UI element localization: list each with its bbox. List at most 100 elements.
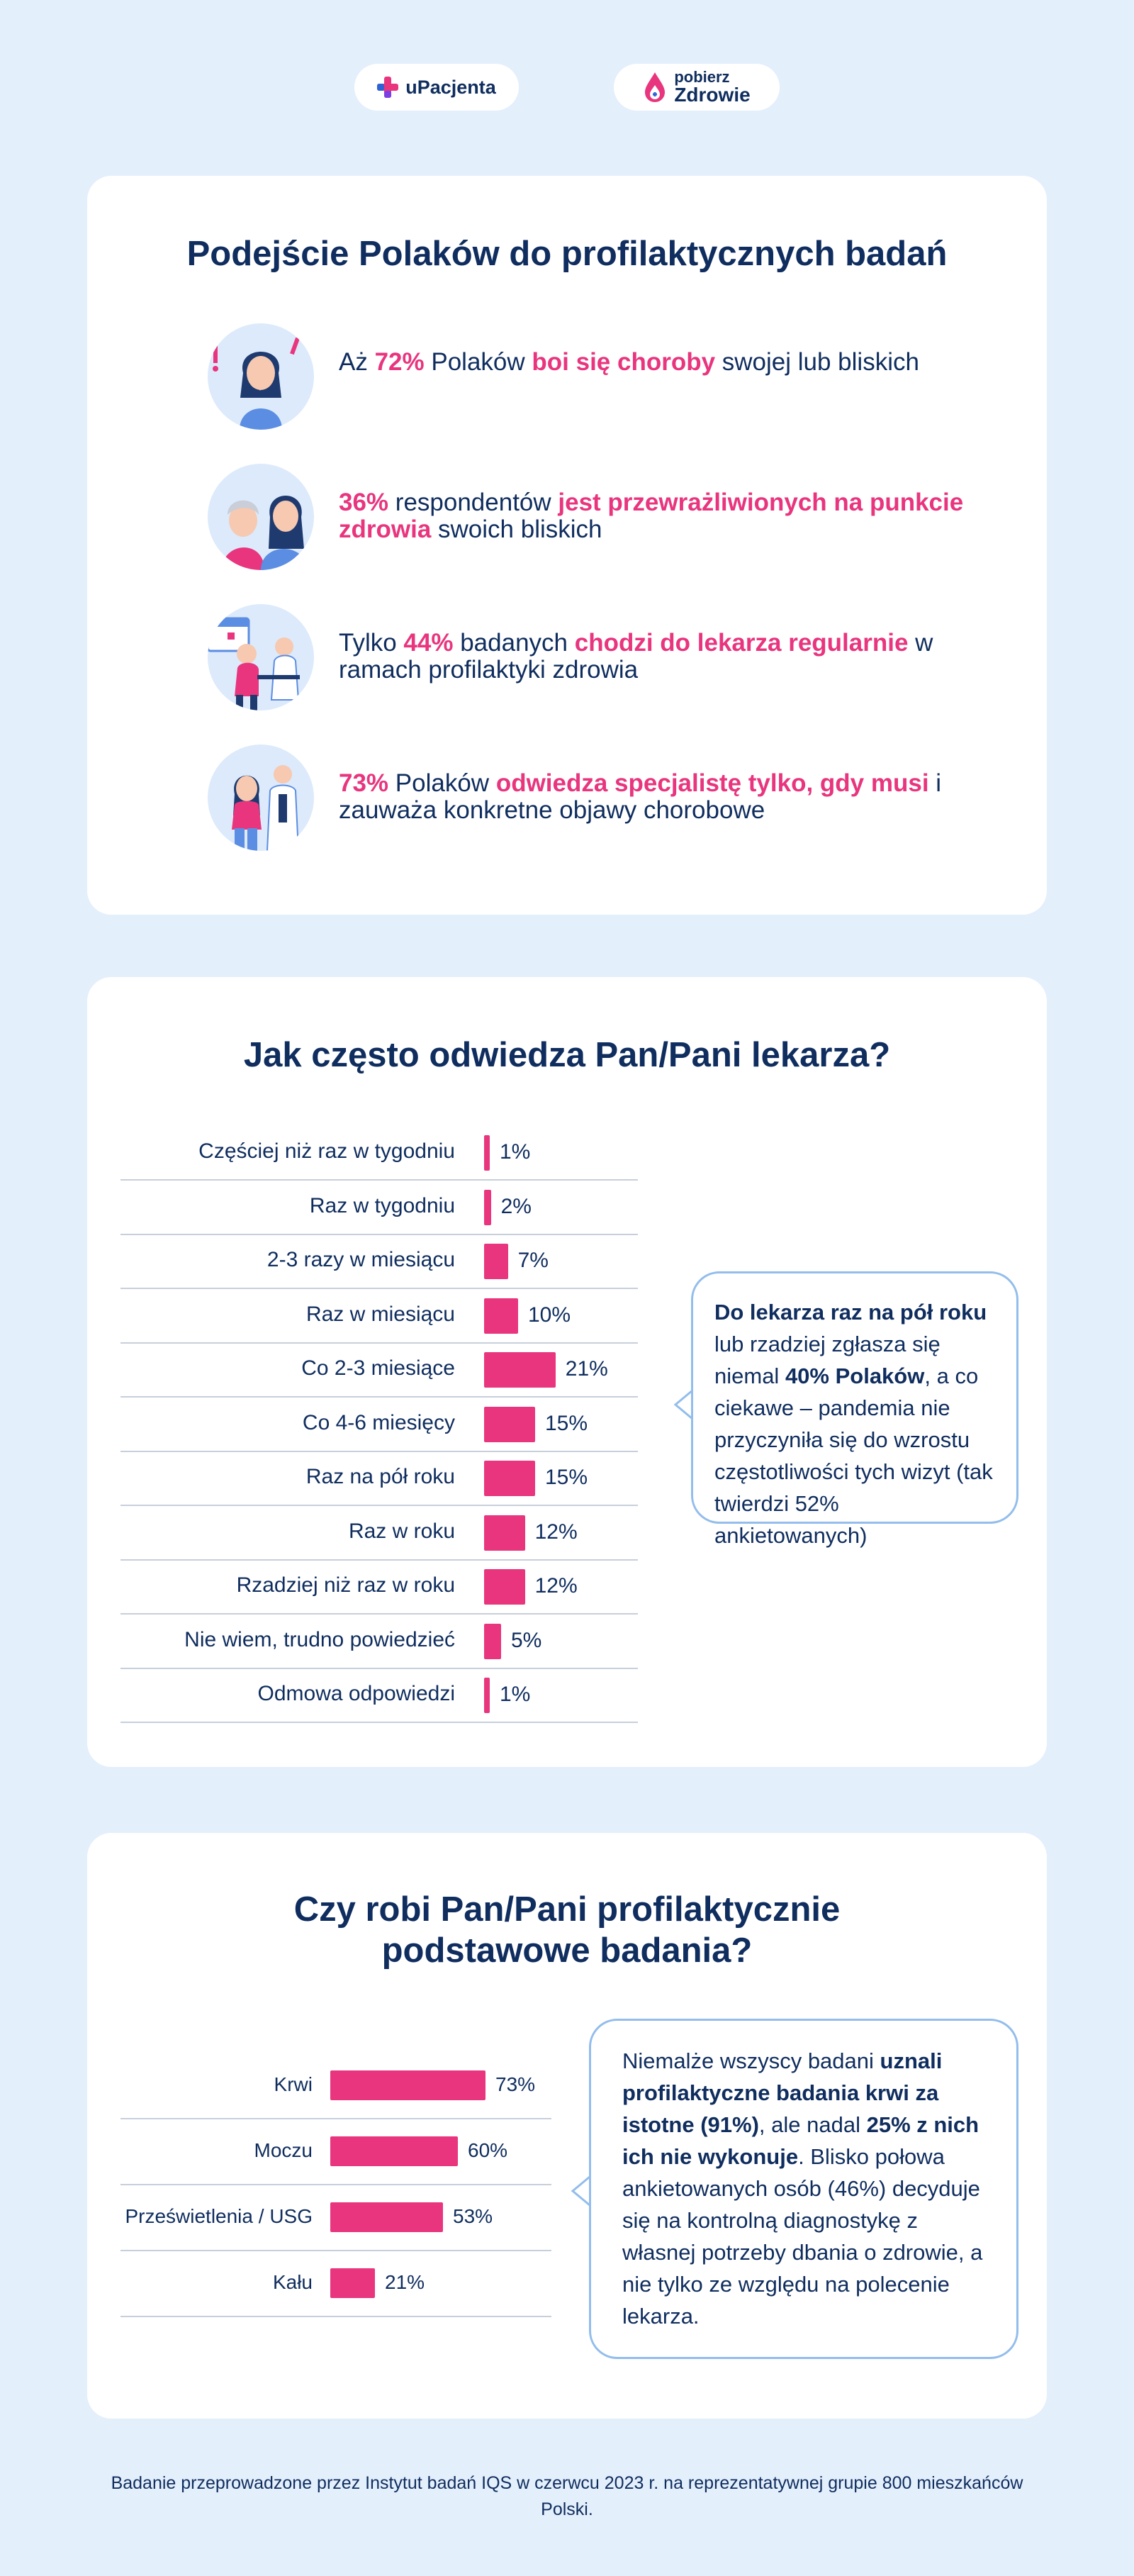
fact-text: Tylko 44% badanych chodzi do lekarza reg… bbox=[339, 630, 977, 684]
bar bbox=[484, 1515, 525, 1551]
bar bbox=[484, 1406, 535, 1442]
fact-text-part: Tylko bbox=[339, 629, 404, 657]
bar bbox=[484, 1678, 490, 1713]
fact-text: 36% respondentów jest przewrażliwionych … bbox=[339, 489, 977, 543]
category-label: Moczu bbox=[254, 2139, 313, 2161]
value-label: 21% bbox=[385, 2271, 425, 2294]
fact-text: 73% Polaków odwiedza specjalistę tylko, … bbox=[339, 770, 977, 824]
doctor-visit-icon bbox=[208, 604, 314, 710]
category-label: Częściej niż raz w tygodniu bbox=[198, 1139, 455, 1164]
upacjenta-logo-text: uPacjenta bbox=[405, 76, 496, 98]
highlight-text: chodzi do lekarza regularnie bbox=[574, 629, 909, 657]
row-divider bbox=[120, 1505, 638, 1507]
bar bbox=[330, 2268, 375, 2298]
bar bbox=[484, 1352, 556, 1388]
pobierz-zdrowie-logo: pobierz Zdrowie bbox=[614, 64, 780, 111]
prevention-tests-card: Czy robi Pan/Pani profilaktycznie podsta… bbox=[87, 1833, 1047, 2419]
value-label: 12% bbox=[534, 1520, 578, 1544]
value-label: 7% bbox=[517, 1249, 549, 1272]
bar bbox=[484, 1135, 490, 1171]
highlight-text: 36% bbox=[339, 489, 389, 516]
value-label: 60% bbox=[468, 2139, 508, 2162]
prevention-tests-chart: Krwi 73% Moczu 60% Prześwietlenia / USG 53% Ka… bbox=[87, 1833, 583, 2419]
row-divider bbox=[120, 1233, 638, 1235]
visit-frequency-card: Jak często odwiedza Pan/Pani lekarza? Cz… bbox=[87, 977, 1047, 1767]
visit-frequency-chart: Częściej niż raz w tygodniu 1% Raz w tygod… bbox=[87, 977, 654, 1767]
visit-frequency-title: Jak często odwiedza Pan/Pani lekarza? bbox=[243, 1036, 891, 1074]
value-label: 10% bbox=[528, 1303, 571, 1327]
fact-row: Aż 72% Polaków boi się choroby swojej lu… bbox=[208, 323, 987, 430]
attitudes-card: Podejście Polaków do profilaktycznych ba… bbox=[87, 176, 1047, 915]
row-divider bbox=[120, 1396, 638, 1398]
highlight-text: odwiedza specjalistę tylko, gdy musi bbox=[495, 769, 929, 797]
bold-text: Do lekarza raz na pół roku bbox=[714, 1300, 987, 1325]
category-label: Rzadziej niż raz w roku bbox=[236, 1573, 455, 1598]
bold-text: 25% z nich ich nie wykonuje bbox=[622, 2112, 979, 2169]
highlight-text: 72% bbox=[374, 348, 425, 376]
attitudes-title: Podejście Polaków do profilaktycznych ba… bbox=[186, 235, 948, 273]
highlight-text: 44% bbox=[403, 629, 454, 657]
row-divider bbox=[120, 1179, 638, 1181]
value-label: 5% bbox=[511, 1628, 542, 1652]
callout-text-part: , a co ciekawe – pandemia nie przyczynił… bbox=[714, 1364, 993, 1548]
fact-text-part: Polaków bbox=[424, 348, 532, 376]
value-label: 1% bbox=[500, 1140, 531, 1164]
category-label: Raz na pół roku bbox=[305, 1465, 455, 1489]
fact-text-part: Polaków bbox=[388, 769, 496, 797]
value-label: 15% bbox=[545, 1466, 588, 1489]
category-label: Co 4-6 miesięcy bbox=[302, 1410, 455, 1434]
value-label: 1% bbox=[500, 1683, 531, 1706]
category-label: Co 2-3 miesiące bbox=[301, 1356, 455, 1381]
bubble-pointer bbox=[571, 2172, 595, 2210]
fact-text-part: swojej lub bliskich bbox=[715, 348, 919, 376]
category-label: Raz w roku bbox=[348, 1519, 455, 1543]
fact-row: 36% respondentów jest przewrażliwionych … bbox=[208, 464, 987, 570]
patient-specialist-icon bbox=[208, 745, 314, 851]
row-divider bbox=[120, 2117, 551, 2119]
bar bbox=[484, 1298, 518, 1334]
category-label: Nie wiem, trudno powiedzieć bbox=[184, 1627, 455, 1651]
highlight-text: boi się choroby bbox=[532, 348, 716, 376]
value-label: 2% bbox=[500, 1194, 532, 1218]
fact-text: Aż 72% Polaków boi się choroby swojej lu… bbox=[339, 349, 977, 376]
row-divider bbox=[120, 1667, 638, 1669]
drop-icon bbox=[645, 72, 666, 102]
callout-text-part: . Blisko połowa ankietowanych osób (46%)… bbox=[622, 2144, 983, 2329]
callout-text-part: Niemalże wszyscy badani bbox=[622, 2048, 880, 2073]
upacjenta-logo: uPacjenta bbox=[354, 64, 519, 111]
fact-text-part: Aż bbox=[339, 348, 375, 376]
callout-text-part: lub rzadziej zgłasza się niemal bbox=[714, 1332, 941, 1388]
row-divider bbox=[120, 1559, 638, 1561]
category-label: Krwi bbox=[274, 2073, 313, 2095]
callout-text-part: , ale nadal bbox=[758, 2112, 867, 2137]
row-divider bbox=[120, 2315, 551, 2317]
row-divider bbox=[120, 1342, 638, 1344]
bold-text: uznali profilaktyczne badania krwi za is… bbox=[622, 2048, 943, 2137]
row-divider bbox=[120, 1722, 638, 1724]
fact-text-part: i zauważa konkretne objawy chorobowe bbox=[339, 769, 942, 824]
category-label: Kału bbox=[272, 2270, 313, 2293]
bar bbox=[484, 1569, 525, 1605]
fact-text-part: badanych bbox=[453, 629, 575, 657]
category-label: Odmowa odpowiedzi bbox=[257, 1682, 455, 1706]
row-divider bbox=[120, 1288, 638, 1290]
category-label: Raz w tygodniu bbox=[309, 1193, 455, 1217]
bar bbox=[330, 2136, 458, 2166]
value-label: 21% bbox=[565, 1357, 608, 1381]
category-label: 2-3 razy w miesiącu bbox=[266, 1248, 455, 1272]
value-label: 53% bbox=[453, 2205, 493, 2228]
value-label: 12% bbox=[534, 1574, 578, 1598]
bar bbox=[484, 1189, 491, 1225]
bar bbox=[330, 2070, 485, 2100]
row-divider bbox=[120, 2183, 551, 2185]
row-divider bbox=[120, 1450, 638, 1452]
bar bbox=[484, 1244, 508, 1279]
highlight-text: 73% bbox=[339, 769, 389, 797]
fact-row: Tylko 44% badanych chodzi do lekarza reg… bbox=[208, 604, 987, 710]
fact-row: 73% Polaków odwiedza specjalistę tylko, … bbox=[208, 745, 987, 851]
bar bbox=[484, 1461, 535, 1496]
value-label: 15% bbox=[545, 1411, 588, 1435]
survey-footnote: Badanie przeprowadzone przez Instytut ba… bbox=[111, 2473, 1023, 2519]
medical-cross-icon bbox=[377, 77, 399, 98]
value-label: 73% bbox=[495, 2073, 536, 2096]
